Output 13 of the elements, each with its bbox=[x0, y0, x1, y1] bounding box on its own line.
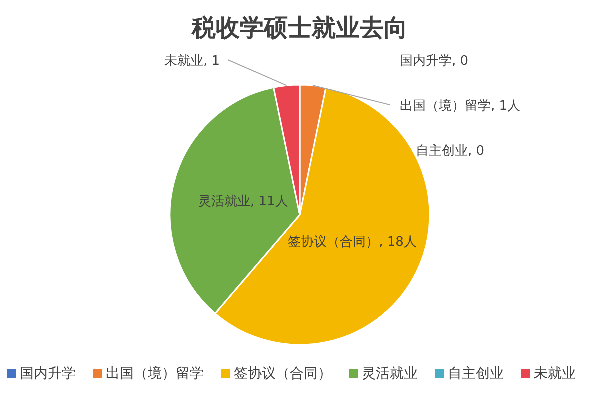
data-label: 签协议（合同）, 18人 bbox=[288, 234, 417, 250]
text: 自主创业, 0 bbox=[416, 144, 485, 159]
text: 国内升学, 0 bbox=[400, 54, 469, 69]
data-label: 出国（境）留学, 1人 bbox=[400, 98, 521, 114]
legend-label: 灵活就业 bbox=[362, 366, 418, 382]
legend-label: 签协议（合同） bbox=[234, 366, 332, 382]
legend-label: 自主创业 bbox=[448, 366, 504, 382]
chart-title: 税收学硕士就业去向 bbox=[191, 14, 408, 42]
data-label: 未就业, 1 bbox=[164, 54, 220, 69]
legend-label: 未就业 bbox=[534, 366, 576, 382]
legend-label: 出国（境）留学 bbox=[106, 366, 204, 382]
data-label: 灵活就业, 11人 bbox=[198, 194, 288, 210]
legend-label: 国内升学 bbox=[20, 366, 76, 382]
